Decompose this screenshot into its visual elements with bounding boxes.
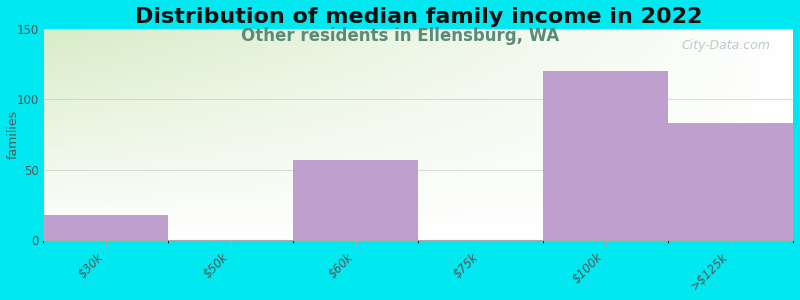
Bar: [294, 160, 418, 241]
Title: Distribution of median family income in 2022: Distribution of median family income in …: [134, 7, 702, 27]
Bar: [543, 71, 668, 241]
Bar: [668, 123, 793, 241]
Bar: [43, 215, 168, 241]
Text: City-Data.com: City-Data.com: [682, 39, 770, 52]
Y-axis label: families: families: [7, 110, 20, 159]
Text: Other residents in Ellensburg, WA: Other residents in Ellensburg, WA: [241, 27, 559, 45]
